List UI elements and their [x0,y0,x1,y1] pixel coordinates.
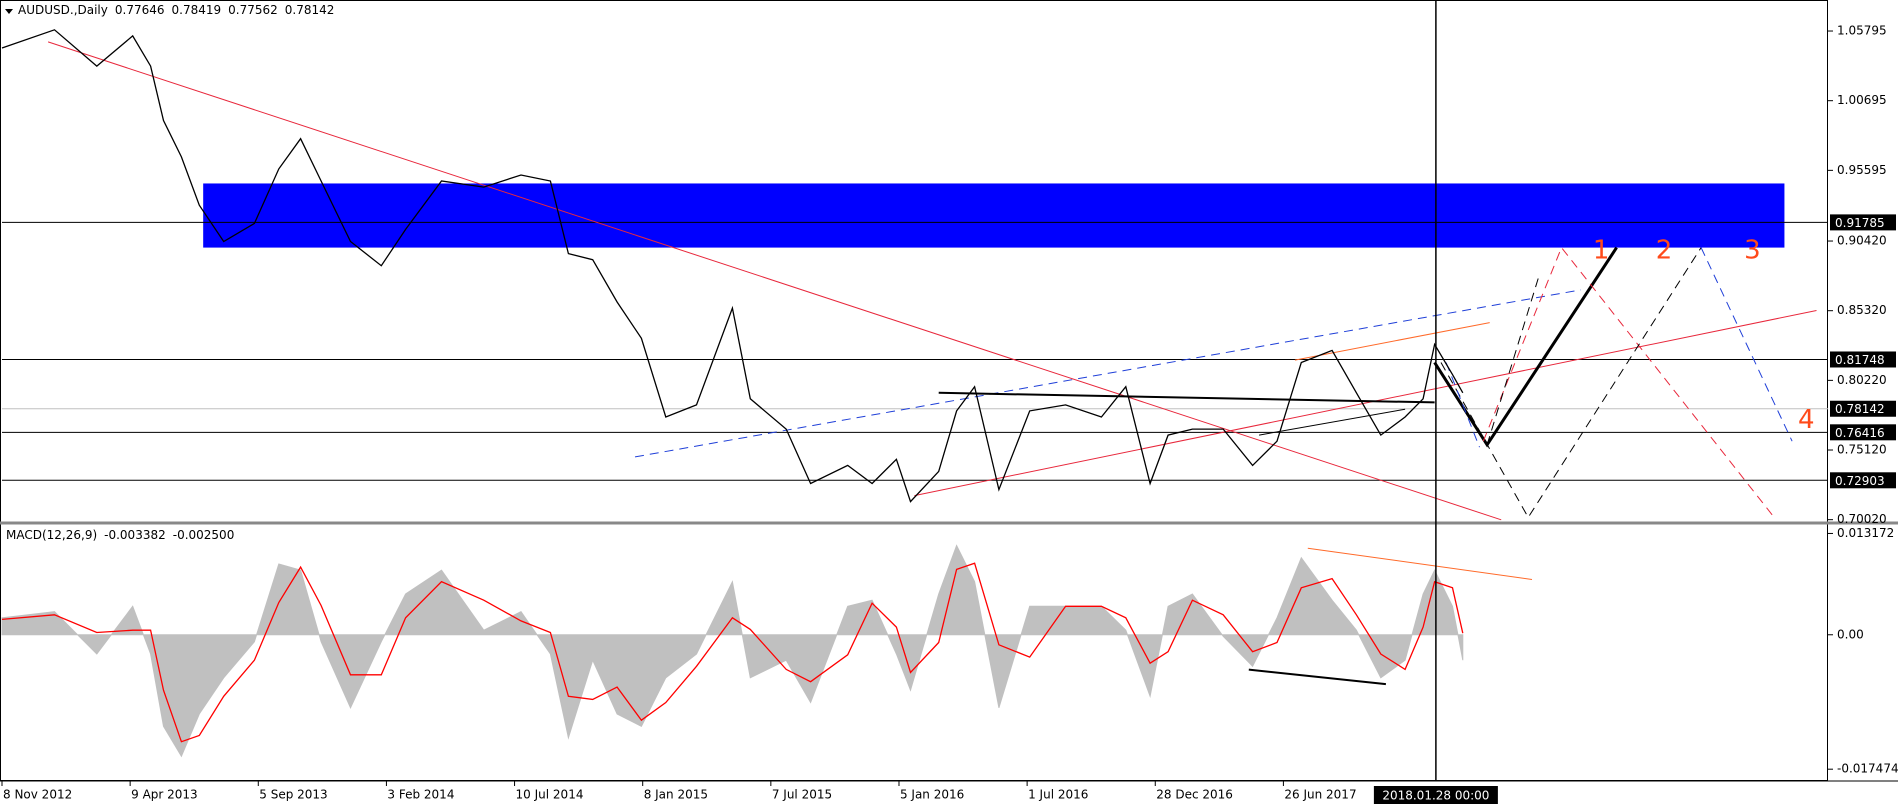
price-line [1,29,1464,503]
ohlc-value: 0.78419 [171,3,222,17]
macd-signal [1,562,1464,743]
x-tick-label: 9 Apr 2013 [131,788,198,802]
indicator-value: -0.003382 [104,528,166,542]
y-tick-label: 0.70020 [1837,512,1887,526]
menu-icon[interactable] [5,9,13,14]
y-tick-label: 0.75120 [1837,443,1887,457]
trend-line [1440,247,1702,519]
x-tick-label: 1 Jul 2016 [1028,788,1088,802]
trend-line [1307,547,1533,580]
y-tick-label: 0.85320 [1837,303,1887,317]
level-label: 0.81748 [1835,353,1885,367]
level-box [1830,351,1896,368]
x-tick-label: 5 Jan 2016 [900,788,964,802]
trend-line [1700,247,1793,442]
level-label: 0.76416 [1835,426,1885,440]
price-header: AUDUSD.,Daily 0.77646 0.78419 0.77562 0.7814… [18,3,341,17]
level-box [1830,424,1896,441]
trend-line [1482,246,1775,518]
x-tick-label: 28 Dec 2016 [1156,788,1233,802]
price-panel: 1 2 3 4 [1,29,1828,521]
x-tick-label: 8 Jan 2015 [644,788,708,802]
ohlc-value: 0.78142 [284,3,335,17]
wave-label: 1 [1593,236,1610,266]
x-tick-label: 3 Feb 2014 [387,788,454,802]
trend-line [1259,408,1406,436]
crosshair-date-box [1373,786,1498,804]
trend-line [1445,362,1480,448]
trend-line [1294,322,1490,361]
crosshair-date: 2018.01.28 00:00 [1382,789,1489,803]
y-tick-label: 0.00 [1837,627,1864,641]
trend-line [1248,668,1387,686]
ohlc-value: 0.77646 [114,3,165,17]
y-tick-label: 0.80220 [1837,373,1887,387]
x-tick-label: 10 Jul 2014 [516,788,584,802]
macd-panel [1,544,1533,758]
x-tick-label: 26 Jun 2017 [1284,788,1356,802]
ohlc-value: 0.77562 [228,3,278,17]
y-tick-label: 0.013172 [1837,526,1894,540]
y-tick-label: 1.00695 [1837,93,1887,107]
zone [203,183,1785,248]
y-tick-label: 0.90420 [1837,234,1887,248]
y-tick-label: 1.05795 [1837,24,1887,38]
x-tick-label: 7 Jul 2015 [772,788,832,802]
indicator-value: -0.002500 [172,528,235,542]
y-tick-label: -0.017474 [1837,762,1898,776]
macd-header: MACD(12,26,9) -0.003382 -0.002500 [6,528,241,542]
macd-histogram [1,544,1464,758]
wave-label: 4 [1798,405,1815,435]
level-box [1830,214,1896,231]
indicator-title: MACD(12,26,9) [6,528,98,542]
wave-label: 2 [1656,236,1673,266]
x-tick-label: 8 Nov 2012 [3,788,72,802]
current-price-box [1830,400,1896,417]
level-label: 0.91785 [1835,216,1885,230]
trend-line [914,310,1817,497]
trend-line [938,391,1435,404]
current-price-label: 0.78142 [1835,402,1885,416]
y-tick-label: 0.95595 [1837,163,1887,177]
trend-line [47,41,1502,521]
level-box [1830,472,1896,489]
trend-line [634,289,1581,458]
level-label: 0.72903 [1835,474,1885,488]
x-tick-label: 5 Sep 2013 [259,788,327,802]
wave-label: 3 [1744,236,1761,266]
symbol: AUDUSD.,Daily [18,3,108,17]
